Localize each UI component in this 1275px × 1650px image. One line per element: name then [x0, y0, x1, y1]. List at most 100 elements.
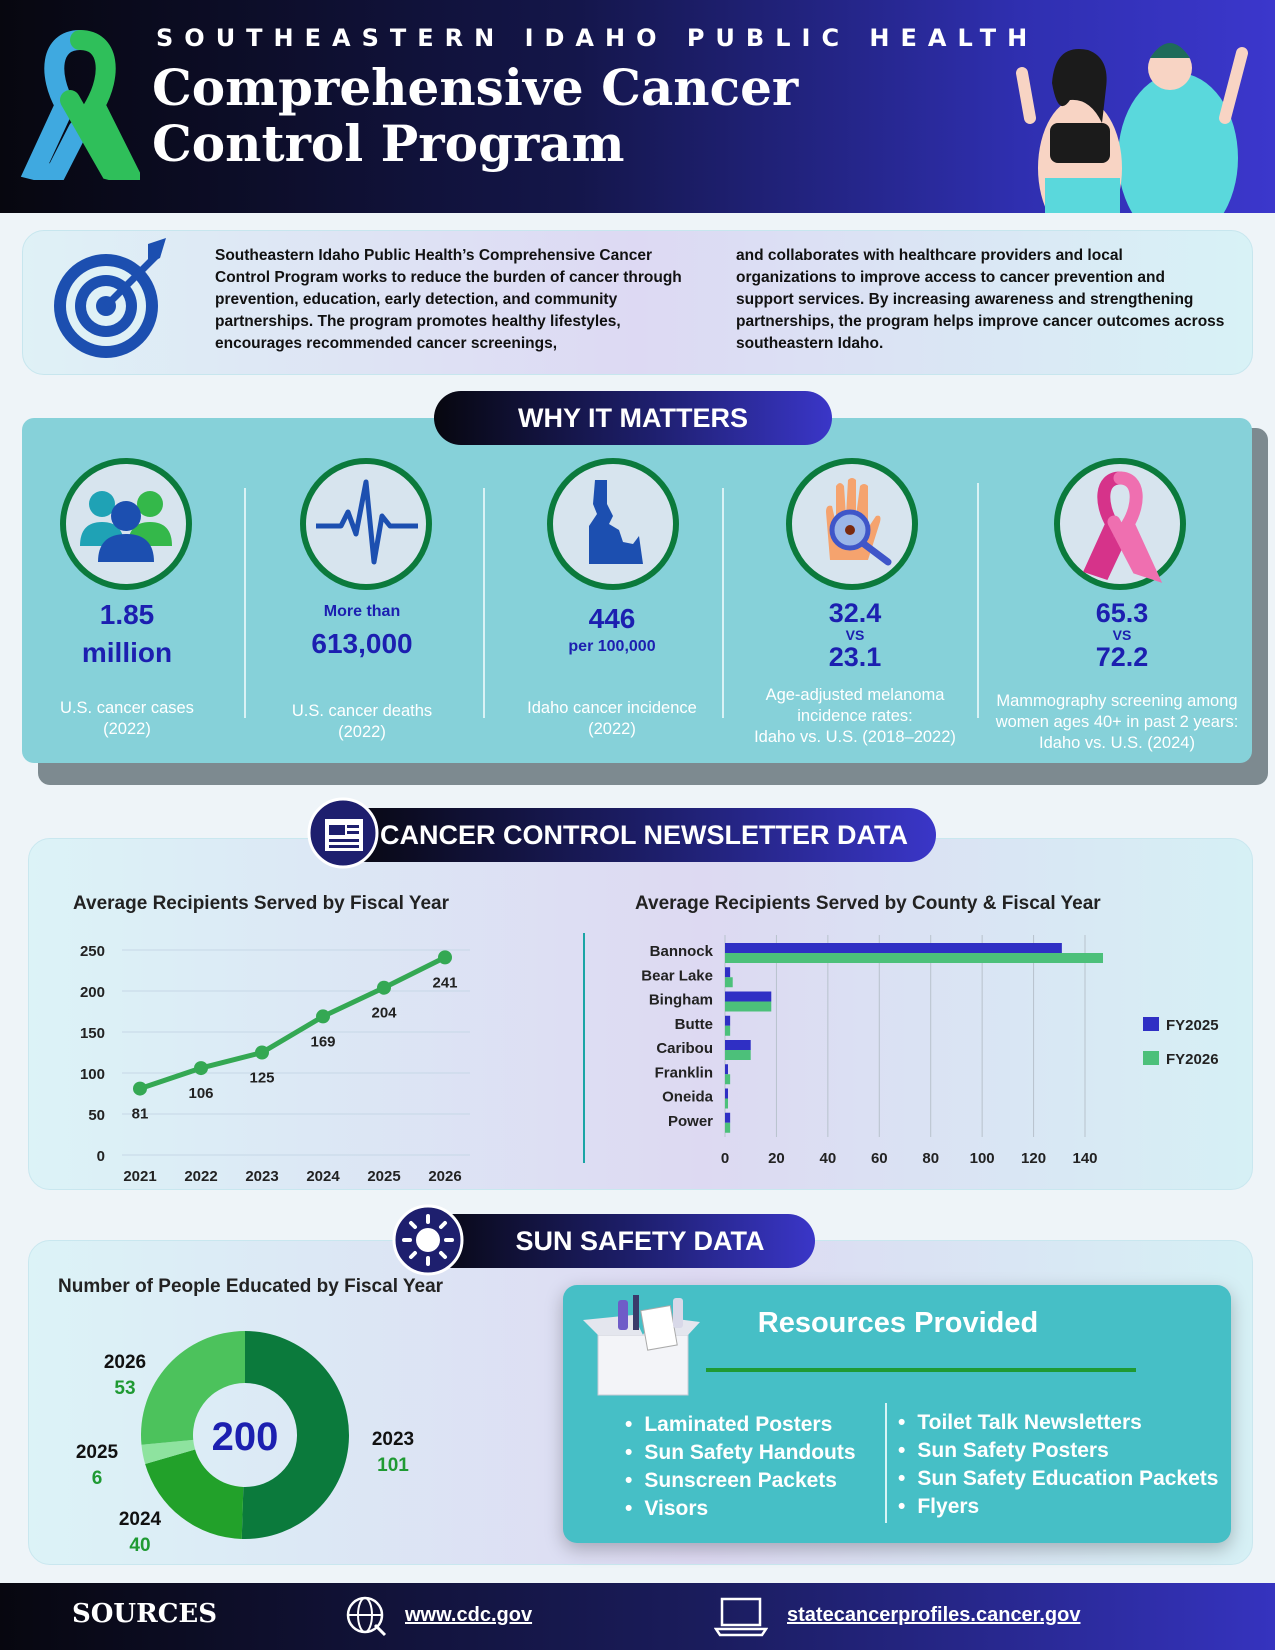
data-label: 241: [432, 974, 457, 991]
bar: [725, 1025, 731, 1036]
slice-value: 40: [129, 1535, 150, 1556]
stat-label-line: Idaho vs. U.S. (2018–2022): [754, 728, 956, 746]
stat-label-line: U.S. cancer cases: [60, 699, 194, 717]
sun-icon: [392, 1204, 464, 1276]
awareness-ribbon-icon: [20, 30, 140, 180]
resources-divider: [885, 1403, 887, 1523]
sun-safety-heading: SUN SAFETY DATA: [425, 1214, 815, 1268]
stat-label: U.S. cancer cases (2022): [22, 698, 232, 740]
x-tick-label: 2022: [184, 1168, 217, 1185]
resources-list-left: Laminated Posters Sun Safety Handouts Su…: [625, 1411, 856, 1523]
globe-icon: [346, 1596, 387, 1637]
bar: [725, 1088, 728, 1099]
y-tick-label: Power: [668, 1113, 713, 1130]
intro-text-col2: and collaborates with healthcare provide…: [736, 247, 1225, 352]
resource-item: Flyers: [898, 1493, 1218, 1521]
why-it-matters-panel: 1.85 million U.S. cancer cases (2022) Mo…: [22, 418, 1252, 763]
page-title-line1: Comprehensive Cancer: [152, 58, 799, 117]
resource-item: Visors: [625, 1495, 856, 1523]
x-tick-label: 80: [922, 1150, 939, 1167]
bar: [725, 1074, 731, 1085]
source-link-state-cancer-profiles[interactable]: statecancerprofiles.cancer.gov: [787, 1604, 1081, 1626]
stat-label: Mammography screening among women ages 4…: [982, 691, 1252, 754]
slice-label: 2026: [104, 1352, 146, 1373]
newsletter-heading: CANCER CONTROL NEWSLETTER DATA: [340, 808, 936, 862]
stat-value-idaho: 65.3: [1095, 598, 1149, 628]
line-chart-title: Average Recipients Served by Fiscal Year: [73, 893, 449, 914]
organization-name: SOUTHEASTERN IDAHO PUBLIC HEALTH: [156, 24, 1039, 52]
x-tick-label: 60: [871, 1150, 888, 1167]
stat-prefix: More than: [323, 603, 401, 620]
stat-label-line: Age-adjusted melanoma: [765, 686, 945, 704]
supply-box-icon: [583, 1295, 700, 1396]
data-point: [316, 1009, 330, 1024]
stat-vs: VS: [845, 627, 865, 643]
data-label: 169: [310, 1033, 335, 1050]
people-icon: [60, 458, 192, 590]
x-tick-label: 2025: [367, 1168, 400, 1185]
y-tick-label: 50: [88, 1107, 105, 1124]
legend-label: FY2025: [1166, 1017, 1219, 1034]
women-illustration: [1016, 43, 1248, 213]
source-link-cdc[interactable]: www.cdc.gov: [405, 1604, 533, 1626]
sources-label: SOURCES: [72, 1599, 217, 1629]
y-tick-label: Bannock: [650, 943, 714, 960]
pink-ribbon-icon: [1054, 458, 1186, 590]
newsletter-icon: [307, 797, 379, 869]
bar: [725, 991, 772, 1002]
x-tick-label: 2026: [428, 1168, 461, 1185]
y-tick-label: 250: [80, 943, 105, 960]
bar: [725, 1122, 731, 1133]
stat-label: Idaho cancer incidence (2022): [512, 698, 712, 740]
y-tick-label: Bingham: [649, 992, 713, 1009]
series-line: [139, 955, 447, 1091]
stat-label: U.S. cancer deaths (2022): [262, 701, 462, 743]
donut-slice: [145, 1449, 244, 1539]
stat-label-line: (2022): [588, 720, 636, 738]
stat-label-line: (2022): [103, 720, 151, 738]
x-tick-label: 2023: [245, 1168, 278, 1185]
stat-value-unit: million: [81, 637, 173, 668]
idaho-map-icon: [547, 458, 679, 590]
stat-label: Age-adjusted melanoma incidence rates: I…: [730, 685, 980, 748]
slice-label: 2025: [76, 1442, 119, 1463]
data-point: [255, 1045, 269, 1060]
slice-label: 2024: [119, 1509, 162, 1530]
stat-label-line: (2022): [338, 723, 386, 741]
y-tick-label: Oneida: [662, 1089, 714, 1106]
resources-list-right: Toilet Talk Newsletters Sun Safety Poste…: [898, 1409, 1218, 1521]
slice-value: 53: [114, 1378, 135, 1399]
stat-label-line: Idaho cancer incidence: [527, 699, 697, 717]
why-it-matters-heading: WHY IT MATTERS: [434, 391, 832, 445]
line-chart: 0 50 100 150 200 250 2021 2022 2023 2024 2025 2026 8…: [80, 943, 470, 1185]
y-tick-label: 100: [80, 1066, 105, 1083]
resource-item: Sun Safety Posters: [898, 1437, 1218, 1465]
data-label: 106: [188, 1085, 213, 1102]
bar: [725, 1015, 731, 1026]
bar: [725, 967, 731, 978]
stat-divider: [722, 488, 724, 718]
slice-value: 101: [377, 1455, 409, 1476]
legend-swatch: [1143, 1051, 1159, 1065]
data-label: 204: [371, 1005, 397, 1022]
donut-chart: 2023 101 2024 40 2025 6 2026 53 200: [76, 1331, 414, 1556]
x-tick-label: 140: [1072, 1150, 1097, 1167]
stat-value: 446: [588, 603, 636, 634]
stat-value-us: 23.1: [828, 642, 882, 672]
data-label: 125: [249, 1070, 274, 1087]
stat-value-idaho: 32.4: [828, 598, 882, 628]
header-banner: SOUTHEASTERN IDAHO PUBLIC HEALTH Compreh…: [0, 0, 1275, 213]
bar: [725, 1098, 728, 1109]
resources-title: Resources Provided: [757, 1307, 1039, 1339]
stat-comparison: 65.3 VS 72.2: [1022, 598, 1222, 672]
legend-swatch: [1143, 1017, 1159, 1031]
resource-item: Toilet Talk Newsletters: [898, 1409, 1218, 1437]
slice-label: 2023: [372, 1429, 414, 1450]
data-point: [194, 1061, 208, 1076]
y-tick-label: 0: [97, 1148, 105, 1165]
stat-value-number: 1.85: [99, 599, 155, 630]
bar: [725, 1112, 731, 1123]
stat-comparison: 32.4 VS 23.1: [755, 598, 955, 672]
page-title-line2: Control Program: [152, 114, 625, 173]
stat-value: 613,000: [311, 628, 413, 659]
